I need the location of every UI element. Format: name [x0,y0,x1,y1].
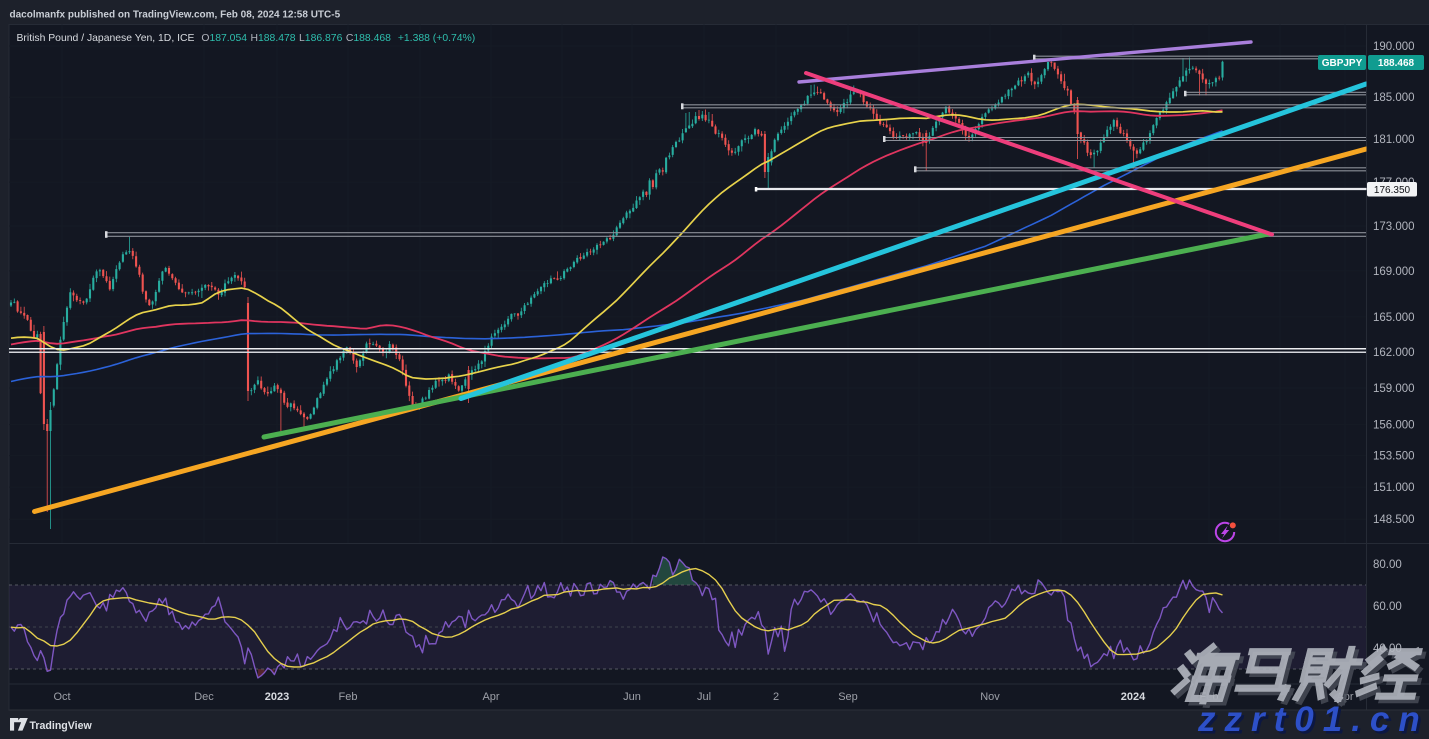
svg-text:2024: 2024 [1121,691,1146,703]
svg-text:Apr: Apr [482,691,499,703]
svg-text:173.000: 173.000 [1373,221,1415,233]
svg-text:zzrt01.cn: zzrt01.cn [1197,700,1429,739]
svg-text:Dec: Dec [194,691,214,703]
svg-text:181.000: 181.000 [1373,134,1415,146]
svg-text:165.000: 165.000 [1373,312,1415,324]
svg-text:2: 2 [773,691,779,703]
svg-text:GBPJPY: GBPJPY [1322,58,1363,69]
svg-text:Jun: Jun [623,691,641,703]
svg-text:Oct: Oct [53,691,70,703]
svg-text:169.000: 169.000 [1373,266,1415,278]
svg-text:Feb: Feb [339,691,358,703]
svg-text:Nov: Nov [980,691,1000,703]
svg-text:148.500: 148.500 [1373,514,1415,526]
svg-text:80.00: 80.00 [1373,559,1402,571]
svg-text:190.000: 190.000 [1373,41,1415,53]
svg-text:60.00: 60.00 [1373,601,1402,613]
svg-text:Jul: Jul [697,691,711,703]
svg-text:zzrt01.cn: zzrt01.cn [1200,703,1429,739]
svg-text:dacolmanfx published on Tradin: dacolmanfx published on TradingView.com,… [10,10,341,21]
svg-text:British Pound / Japanese Yen,: British Pound / Japanese Yen, 1D, ICE O1… [17,33,476,44]
svg-text:153.500: 153.500 [1373,451,1415,463]
svg-text:Sep: Sep [838,691,858,703]
svg-text:159.000: 159.000 [1373,383,1415,395]
svg-text:TradingView: TradingView [30,720,93,732]
svg-text:162.000: 162.000 [1373,347,1415,359]
svg-text:156.000: 156.000 [1373,420,1415,432]
svg-text:185.000: 185.000 [1373,92,1415,104]
svg-text:2023: 2023 [265,691,289,703]
svg-text:188.468: 188.468 [1378,58,1415,69]
svg-text:151.000: 151.000 [1373,482,1415,494]
svg-text:176.350: 176.350 [1374,185,1411,196]
